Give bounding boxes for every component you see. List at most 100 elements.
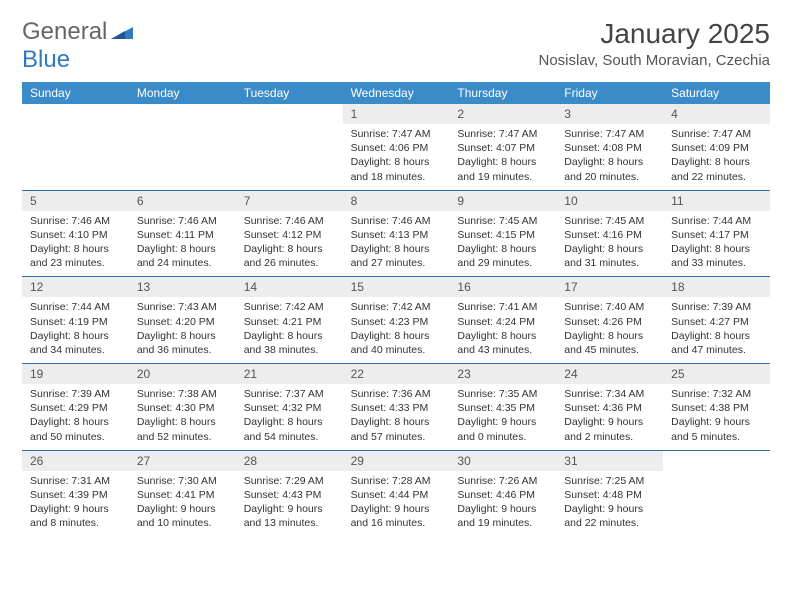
sunset: Sunset: 4:29 PM (22, 401, 129, 415)
sunrise: Sunrise: 7:45 AM (449, 214, 556, 228)
day-number: 28 (236, 451, 343, 471)
sunset: Sunset: 4:11 PM (129, 228, 236, 242)
day-number (663, 451, 770, 457)
day-number: 6 (129, 191, 236, 211)
sunset: Sunset: 4:36 PM (556, 401, 663, 415)
calendar: Sunday Monday Tuesday Wednesday Thursday… (22, 82, 770, 536)
day-number: 23 (449, 364, 556, 384)
day-number: 14 (236, 277, 343, 297)
daylight: Daylight: 8 hours and 45 minutes. (556, 329, 663, 357)
day-cell: 17Sunrise: 7:40 AMSunset: 4:26 PMDayligh… (556, 277, 663, 363)
day-cell: 12Sunrise: 7:44 AMSunset: 4:19 PMDayligh… (22, 277, 129, 363)
day-number (236, 104, 343, 110)
week-row: 26Sunrise: 7:31 AMSunset: 4:39 PMDayligh… (22, 451, 770, 537)
day-number: 16 (449, 277, 556, 297)
daylight: Daylight: 8 hours and 38 minutes. (236, 329, 343, 357)
logo-text-1: General (22, 18, 107, 45)
sunrise: Sunrise: 7:39 AM (22, 387, 129, 401)
day-cell: 9Sunrise: 7:45 AMSunset: 4:15 PMDaylight… (449, 191, 556, 277)
sunset: Sunset: 4:06 PM (343, 141, 450, 155)
sunset: Sunset: 4:23 PM (343, 315, 450, 329)
sunrise: Sunrise: 7:31 AM (22, 474, 129, 488)
day-cell: 20Sunrise: 7:38 AMSunset: 4:30 PMDayligh… (129, 364, 236, 450)
sunrise: Sunrise: 7:47 AM (556, 127, 663, 141)
day-number: 29 (343, 451, 450, 471)
sunrise: Sunrise: 7:47 AM (663, 127, 770, 141)
weeks-container: 1Sunrise: 7:47 AMSunset: 4:06 PMDaylight… (22, 104, 770, 536)
daylight: Daylight: 9 hours and 22 minutes. (556, 502, 663, 530)
sunrise: Sunrise: 7:47 AM (449, 127, 556, 141)
sunset: Sunset: 4:26 PM (556, 315, 663, 329)
sunrise: Sunrise: 7:39 AM (663, 300, 770, 314)
logo: General Blue (22, 18, 133, 74)
day-cell (22, 104, 129, 190)
day-number: 2 (449, 104, 556, 124)
day-cell: 22Sunrise: 7:36 AMSunset: 4:33 PMDayligh… (343, 364, 450, 450)
day-number: 9 (449, 191, 556, 211)
sunset: Sunset: 4:46 PM (449, 488, 556, 502)
day-number: 4 (663, 104, 770, 124)
sunrise: Sunrise: 7:41 AM (449, 300, 556, 314)
sunrise: Sunrise: 7:45 AM (556, 214, 663, 228)
day-number: 17 (556, 277, 663, 297)
day-number: 22 (343, 364, 450, 384)
sunset: Sunset: 4:17 PM (663, 228, 770, 242)
sunset: Sunset: 4:38 PM (663, 401, 770, 415)
day-number: 31 (556, 451, 663, 471)
day-number: 25 (663, 364, 770, 384)
daylight: Daylight: 8 hours and 24 minutes. (129, 242, 236, 270)
daylight: Daylight: 8 hours and 50 minutes. (22, 415, 129, 443)
day-number: 18 (663, 277, 770, 297)
sunset: Sunset: 4:44 PM (343, 488, 450, 502)
day-cell: 29Sunrise: 7:28 AMSunset: 4:44 PMDayligh… (343, 451, 450, 537)
sunset: Sunset: 4:33 PM (343, 401, 450, 415)
sunset: Sunset: 4:27 PM (663, 315, 770, 329)
day-number: 13 (129, 277, 236, 297)
day-cell: 11Sunrise: 7:44 AMSunset: 4:17 PMDayligh… (663, 191, 770, 277)
sunrise: Sunrise: 7:46 AM (129, 214, 236, 228)
sunrise: Sunrise: 7:47 AM (343, 127, 450, 141)
week-row: 5Sunrise: 7:46 AMSunset: 4:10 PMDaylight… (22, 191, 770, 278)
sunrise: Sunrise: 7:44 AM (663, 214, 770, 228)
sunset: Sunset: 4:39 PM (22, 488, 129, 502)
day-number: 15 (343, 277, 450, 297)
day-number: 5 (22, 191, 129, 211)
daylight: Daylight: 8 hours and 52 minutes. (129, 415, 236, 443)
daylight: Daylight: 9 hours and 2 minutes. (556, 415, 663, 443)
sunset: Sunset: 4:19 PM (22, 315, 129, 329)
daylight: Daylight: 9 hours and 19 minutes. (449, 502, 556, 530)
day-number: 21 (236, 364, 343, 384)
day-header-mon: Monday (129, 82, 236, 104)
day-number: 11 (663, 191, 770, 211)
day-number: 30 (449, 451, 556, 471)
day-number: 1 (343, 104, 450, 124)
day-cell: 16Sunrise: 7:41 AMSunset: 4:24 PMDayligh… (449, 277, 556, 363)
daylight: Daylight: 8 hours and 22 minutes. (663, 155, 770, 183)
day-cell: 8Sunrise: 7:46 AMSunset: 4:13 PMDaylight… (343, 191, 450, 277)
day-cell: 7Sunrise: 7:46 AMSunset: 4:12 PMDaylight… (236, 191, 343, 277)
location: Nosislav, South Moravian, Czechia (539, 52, 771, 69)
sunrise: Sunrise: 7:38 AM (129, 387, 236, 401)
daylight: Daylight: 8 hours and 31 minutes. (556, 242, 663, 270)
day-cell: 14Sunrise: 7:42 AMSunset: 4:21 PMDayligh… (236, 277, 343, 363)
sunrise: Sunrise: 7:32 AM (663, 387, 770, 401)
day-cell: 2Sunrise: 7:47 AMSunset: 4:07 PMDaylight… (449, 104, 556, 190)
sunrise: Sunrise: 7:25 AM (556, 474, 663, 488)
day-number (22, 104, 129, 110)
sunset: Sunset: 4:41 PM (129, 488, 236, 502)
header: General Blue January 2025 Nosislav, Sout… (22, 18, 770, 74)
sunrise: Sunrise: 7:46 AM (22, 214, 129, 228)
sunrise: Sunrise: 7:36 AM (343, 387, 450, 401)
month-title: January 2025 (539, 18, 771, 50)
day-number: 27 (129, 451, 236, 471)
sunset: Sunset: 4:08 PM (556, 141, 663, 155)
day-number: 20 (129, 364, 236, 384)
sunrise: Sunrise: 7:30 AM (129, 474, 236, 488)
sunset: Sunset: 4:07 PM (449, 141, 556, 155)
day-cell: 15Sunrise: 7:42 AMSunset: 4:23 PMDayligh… (343, 277, 450, 363)
day-cell (129, 104, 236, 190)
day-cell: 19Sunrise: 7:39 AMSunset: 4:29 PMDayligh… (22, 364, 129, 450)
day-number: 10 (556, 191, 663, 211)
daylight: Daylight: 9 hours and 16 minutes. (343, 502, 450, 530)
sunset: Sunset: 4:20 PM (129, 315, 236, 329)
